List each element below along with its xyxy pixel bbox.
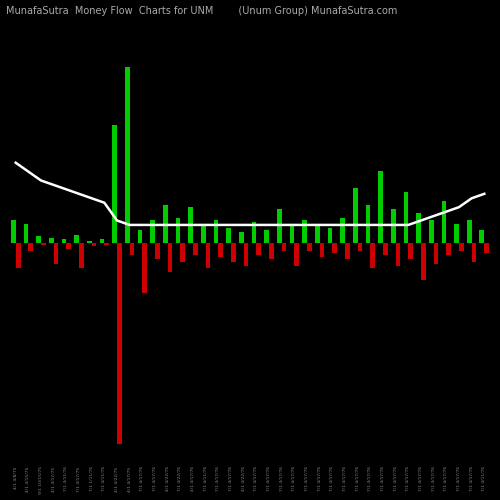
Bar (294, 242, 299, 266)
Bar (62, 240, 66, 242)
Bar (150, 220, 155, 242)
Bar (193, 242, 198, 256)
Bar (16, 242, 20, 268)
Bar (302, 220, 307, 242)
Bar (345, 242, 350, 260)
Bar (421, 242, 426, 281)
Bar (168, 242, 172, 272)
Bar (307, 242, 312, 251)
Bar (366, 205, 370, 242)
Bar (459, 242, 464, 251)
Bar (176, 218, 180, 242)
Bar (472, 242, 476, 262)
Bar (218, 242, 223, 258)
Bar (269, 242, 274, 260)
Bar (239, 232, 244, 242)
Bar (252, 222, 256, 242)
Bar (328, 228, 332, 242)
Bar (467, 220, 471, 242)
Bar (256, 242, 261, 256)
Bar (28, 242, 33, 251)
Bar (130, 242, 134, 256)
Bar (446, 242, 451, 256)
Bar (290, 226, 294, 242)
Bar (404, 192, 408, 242)
Bar (391, 209, 396, 242)
Bar (155, 242, 160, 260)
Bar (315, 224, 320, 242)
Bar (138, 230, 142, 242)
Bar (206, 242, 210, 268)
Bar (226, 228, 231, 242)
Bar (231, 242, 236, 262)
Bar (264, 230, 269, 242)
Bar (480, 230, 484, 242)
Bar (87, 240, 92, 242)
Bar (11, 220, 16, 242)
Bar (454, 224, 459, 242)
Bar (54, 242, 59, 264)
Bar (332, 242, 337, 253)
Bar (358, 242, 362, 251)
Bar (396, 242, 400, 266)
Bar (41, 242, 46, 245)
Bar (244, 242, 248, 266)
Bar (24, 224, 28, 242)
Bar (282, 242, 286, 251)
Bar (416, 214, 421, 242)
Bar (429, 220, 434, 242)
Bar (277, 209, 281, 242)
Bar (378, 172, 383, 242)
Bar (74, 235, 79, 242)
Bar (117, 242, 122, 444)
Bar (214, 220, 218, 242)
Bar (49, 238, 54, 242)
Bar (201, 226, 205, 242)
Bar (340, 218, 345, 242)
Bar (66, 242, 71, 249)
Bar (104, 242, 109, 245)
Bar (142, 242, 147, 293)
Text: MunafaSutra  Money Flow  Charts for UNM        (Unum Group) MunafaSutra.com: MunafaSutra Money Flow Charts for UNM (U… (6, 6, 397, 16)
Bar (36, 236, 41, 242)
Bar (320, 242, 324, 258)
Bar (180, 242, 185, 262)
Bar (92, 242, 96, 246)
Bar (125, 66, 130, 242)
Bar (484, 242, 489, 253)
Bar (408, 242, 413, 260)
Bar (100, 238, 104, 242)
Bar (79, 242, 84, 268)
Bar (188, 207, 193, 242)
Bar (163, 205, 168, 242)
Bar (112, 126, 117, 242)
Bar (434, 242, 438, 264)
Bar (442, 201, 446, 242)
Bar (370, 242, 375, 268)
Bar (353, 188, 358, 242)
Bar (383, 242, 388, 256)
